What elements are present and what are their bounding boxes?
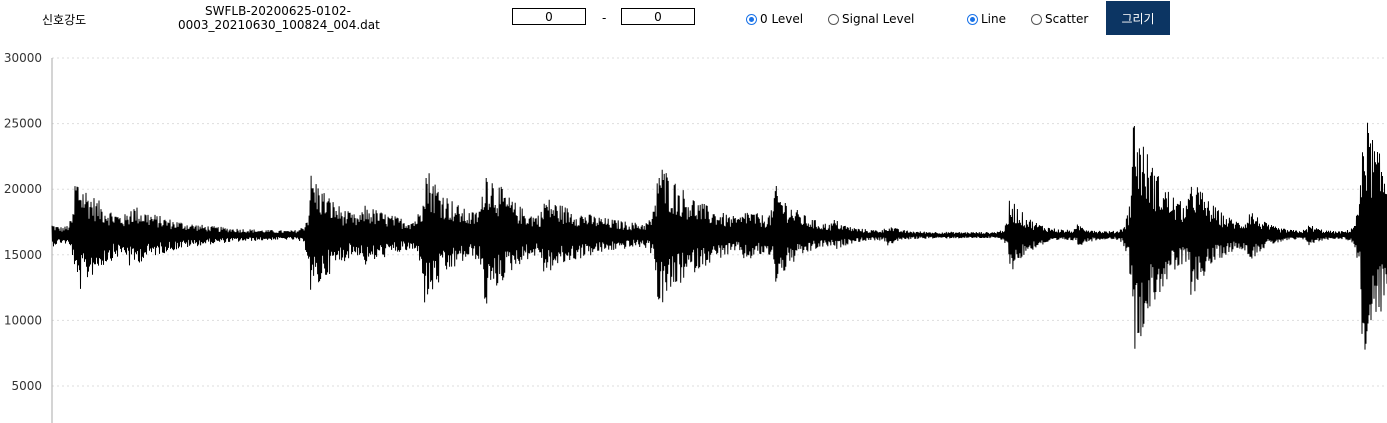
radio-zero-level[interactable]: 0 Level — [746, 12, 803, 26]
draw-button[interactable]: 그리기 — [1106, 1, 1170, 35]
y-axis: 30000 25000 20000 15000 10000 5000 — [4, 51, 53, 423]
radio-zero-level-indicator[interactable] — [746, 13, 757, 25]
radio-signal-level[interactable]: Signal Level — [828, 12, 914, 26]
filename-label: SWFLB-20200625-0102- 0003_20210630_10082… — [178, 4, 380, 32]
waveform-line — [51, 122, 1387, 350]
y-tick-label: 30000 — [4, 51, 42, 65]
y-tick-label: 15000 — [4, 248, 42, 262]
chart-title-label: 신호강도 — [42, 13, 87, 27]
filename-line2: 0003_20210630_100824_004.dat — [178, 18, 380, 32]
range-end-input[interactable] — [621, 8, 695, 25]
toolbar: 신호강도 SWFLB-20200625-0102- 0003_20210630_… — [0, 0, 1387, 40]
radio-line-label: Line — [981, 12, 1007, 26]
radio-scatter[interactable]: Scatter — [1031, 12, 1088, 26]
radio-line[interactable]: Line — [967, 12, 1006, 26]
range-start-input[interactable] — [512, 8, 586, 25]
radio-scatter-label: Scatter — [1045, 12, 1089, 26]
filename-line1: SWFLB-20200625-0102- — [205, 4, 351, 18]
radio-signal-level-label: Signal Level — [842, 12, 915, 26]
y-tick-label: 20000 — [4, 182, 42, 196]
radio-zero-level-label: 0 Level — [760, 12, 804, 26]
y-tick-label: 5000 — [11, 379, 42, 393]
range-separator: - — [602, 11, 607, 25]
signal-chart: 30000 25000 20000 15000 10000 5000 — [4, 51, 1387, 423]
radio-signal-level-indicator[interactable] — [828, 13, 839, 25]
y-tick-label: 25000 — [4, 117, 42, 131]
y-tick-label: 10000 — [4, 313, 42, 327]
radio-scatter-indicator[interactable] — [1031, 13, 1042, 25]
radio-line-indicator[interactable] — [967, 13, 978, 25]
